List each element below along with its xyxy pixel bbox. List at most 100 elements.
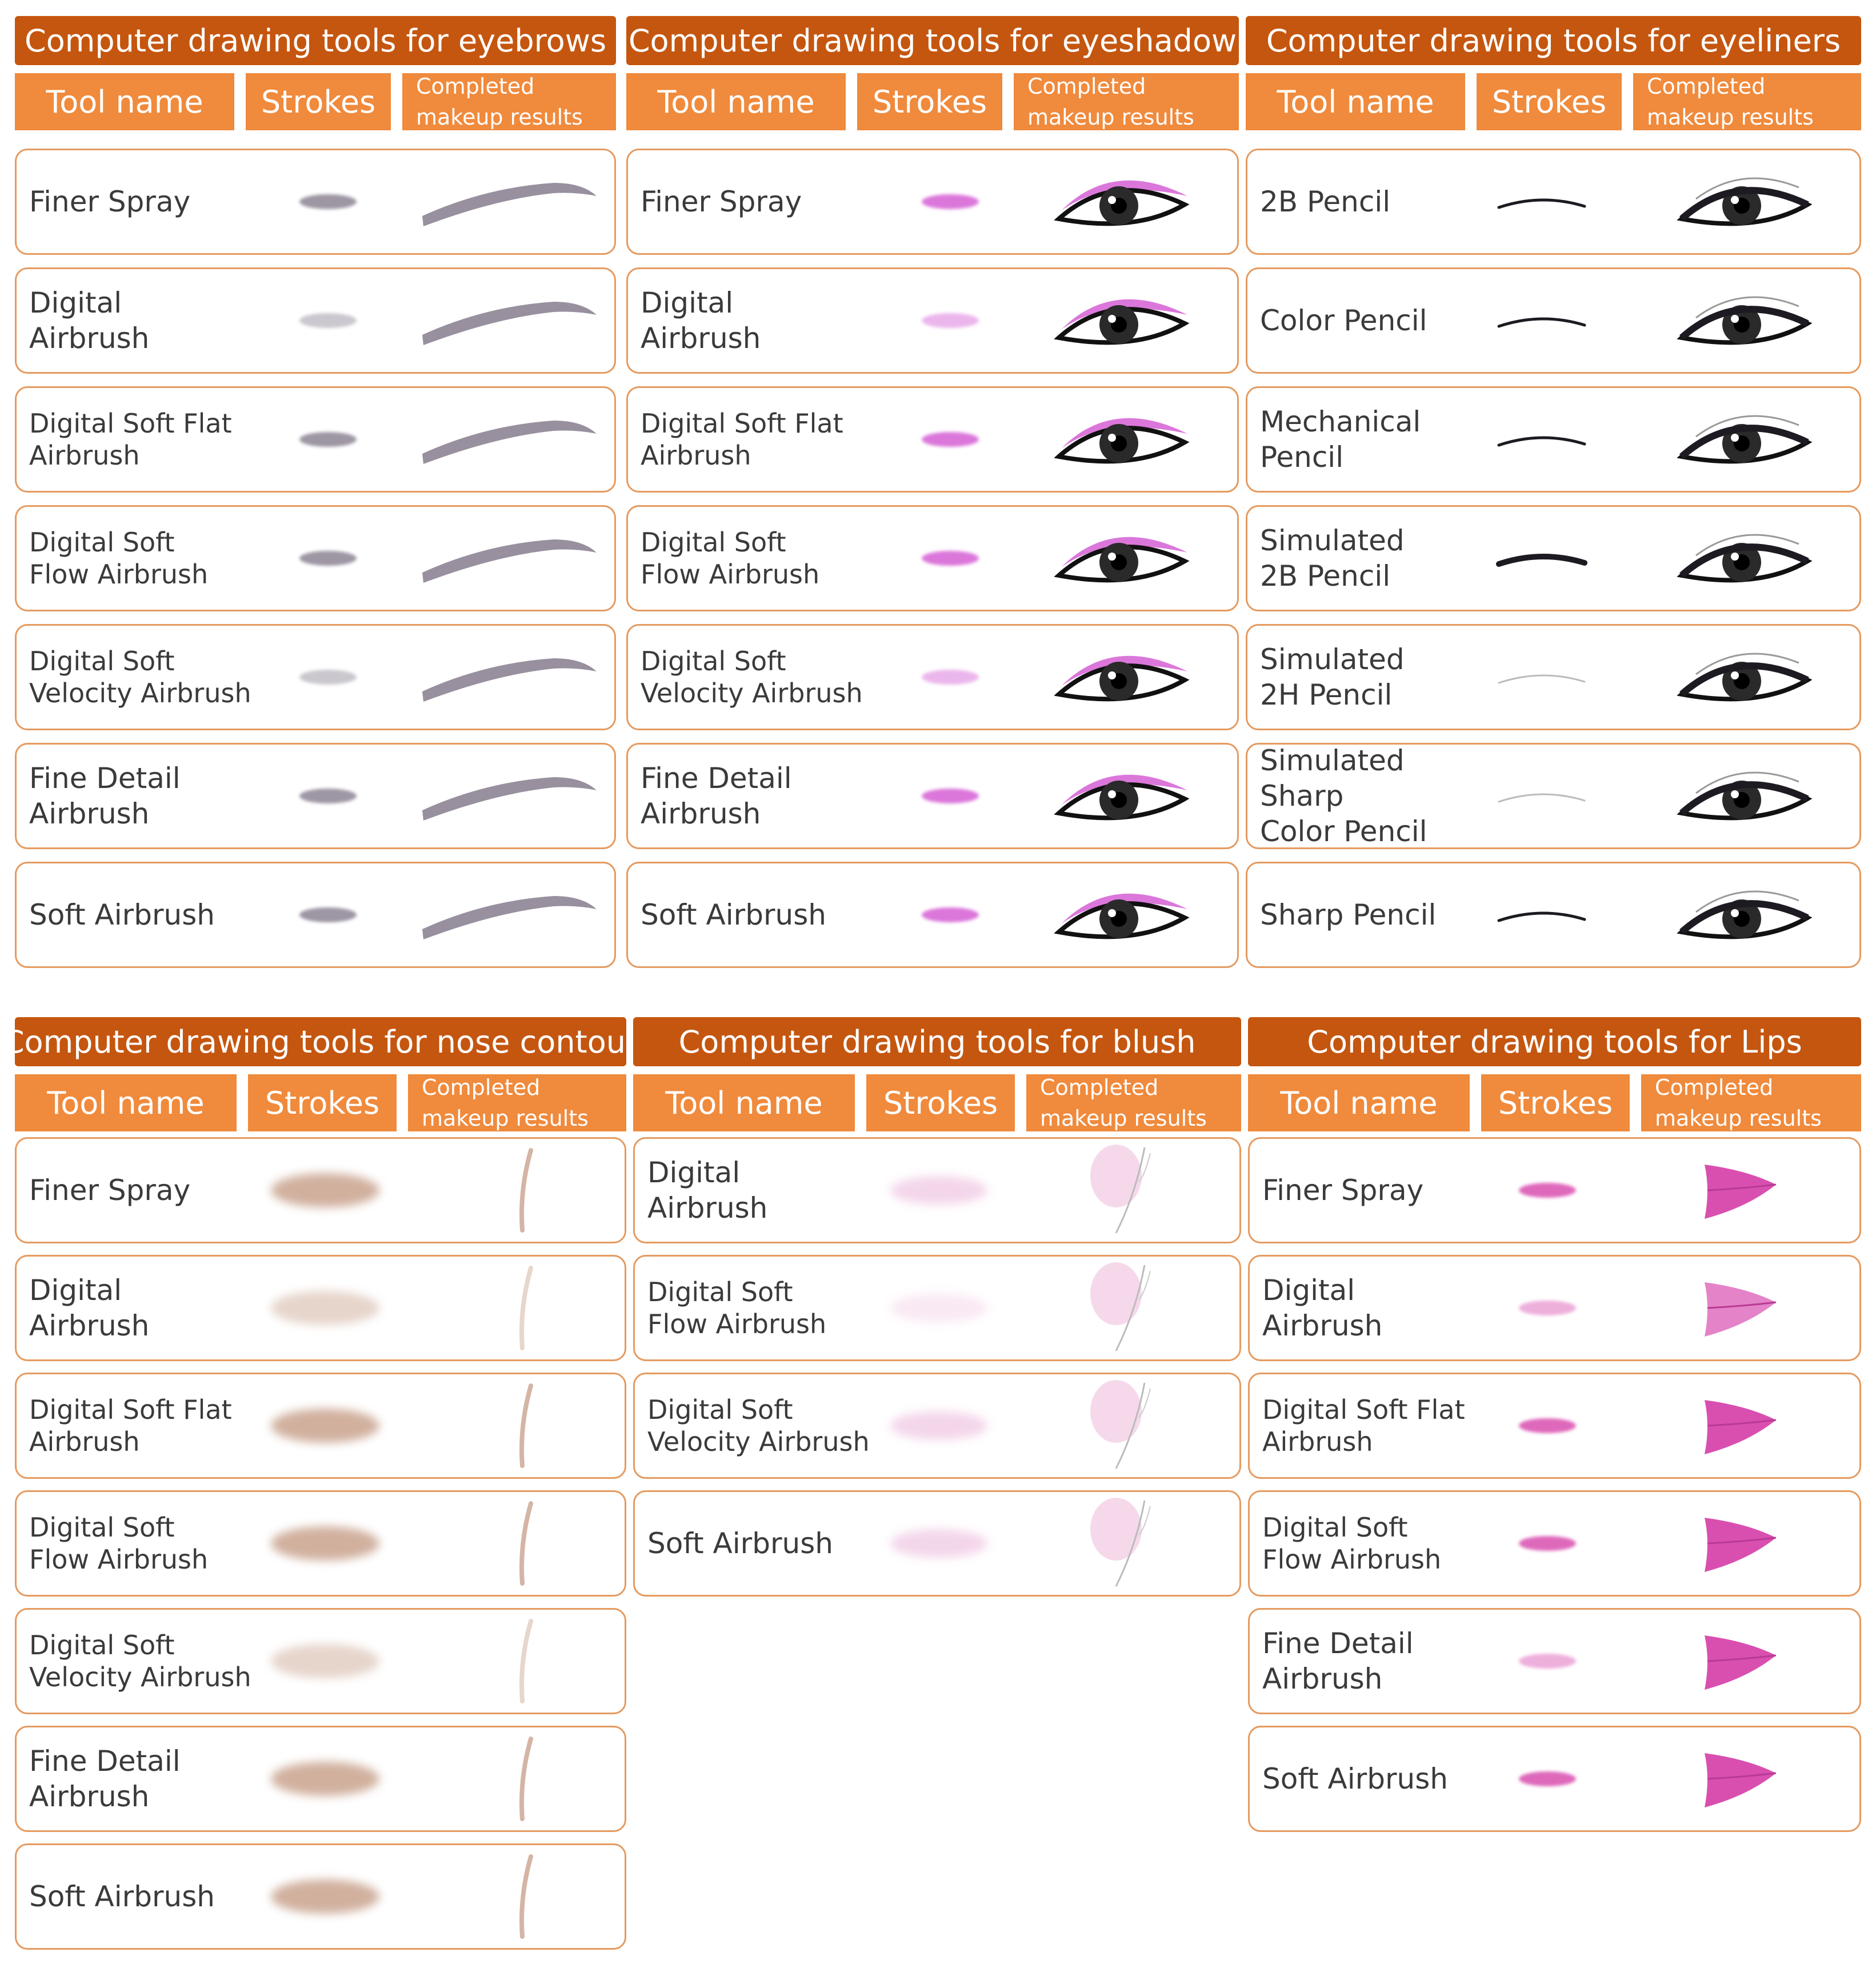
stroke-mark [922, 670, 979, 685]
stroke-mark [271, 1173, 379, 1207]
header-completed-results: Completed makeup results [1641, 1074, 1861, 1131]
tool-name: Soft Airbrush [29, 1880, 215, 1913]
stroke-sample [1493, 150, 1590, 253]
stroke-sample [1493, 388, 1590, 491]
tool-row: Finer Spray [15, 149, 616, 255]
stroke-sample [285, 745, 371, 847]
tool-name: 2B Pencil [1260, 185, 1391, 218]
header-completed-results: Completed makeup results [402, 73, 616, 130]
result-image [1030, 863, 1219, 966]
tool-row: Simulated 2B Pencil [1246, 505, 1861, 611]
tool-name: Color Pencil [1260, 304, 1427, 337]
header-tool-name: Tool name [15, 1074, 237, 1131]
nose-contour-result-icon [519, 1148, 533, 1233]
stroke-mark [1519, 1301, 1576, 1315]
blush-result-icon [1090, 1145, 1151, 1234]
eye-result-icon [1054, 774, 1190, 821]
tool-name: Digital Soft Flat Airbrush [641, 408, 843, 471]
stroke-sample [1493, 507, 1590, 610]
stroke-mark [890, 1529, 987, 1558]
result-image [468, 1492, 582, 1595]
tool-name: Digital Soft Flow Airbrush [647, 1277, 827, 1339]
header-completed-line1: Completed [1027, 74, 1146, 99]
eyebrow-result-icon [422, 183, 597, 226]
result-image [1676, 1257, 1802, 1359]
eye-result-icon [1054, 655, 1190, 702]
stroke-mark [1519, 1771, 1576, 1786]
header-tool-name: Tool name [1246, 73, 1465, 130]
stroke-sample [1499, 1257, 1596, 1359]
stroke-sample [1493, 863, 1590, 966]
result-image [1065, 1139, 1179, 1242]
tool-row: 2B Pencil [1246, 149, 1861, 255]
tool-name: Digital Soft Flow Airbrush [1262, 1512, 1442, 1575]
tool-name: Soft Airbrush [1262, 1762, 1448, 1795]
tool-row: Simulated 2H Pencil [1246, 624, 1861, 730]
stroke-mark [922, 432, 979, 447]
result-image [1653, 150, 1842, 253]
result-image [411, 863, 605, 966]
result-image [411, 150, 605, 253]
tool-row: Finer Spray [626, 149, 1239, 255]
tool-name: Digital Soft Flow Airbrush [641, 527, 820, 590]
stroke-sample [268, 1727, 382, 1830]
stroke-sample [905, 863, 996, 966]
eyebrow-result-icon [422, 302, 597, 345]
lip-result-icon [1705, 1282, 1777, 1337]
tool-row: Finer Spray [15, 1137, 626, 1243]
nose-contour-result-icon [519, 1737, 533, 1821]
stroke-mark [1519, 1654, 1576, 1669]
header-completed-line1: Completed [1655, 1075, 1774, 1100]
result-image [1676, 1610, 1802, 1713]
tool-name: Finer Spray [29, 185, 191, 218]
stroke-mark [271, 1762, 379, 1796]
panel-lips: Computer drawing tools for Lips Tool name… [1248, 1017, 1861, 1843]
stroke-mark [271, 1409, 379, 1443]
tool-row: Color Pencil [1246, 267, 1861, 374]
stroke-mark [1519, 1183, 1576, 1198]
liner-stroke-mark [1496, 553, 1587, 567]
header-completed-line1: Completed [422, 1075, 541, 1100]
header-completed-line2: makeup results [422, 1106, 589, 1131]
blush-result-icon [1090, 1498, 1151, 1587]
stroke-mark [299, 907, 357, 922]
eye-result-icon [1054, 299, 1190, 345]
stroke-sample [285, 388, 371, 491]
stroke-sample [905, 745, 996, 847]
tool-name: Digital Soft Flat Airbrush [29, 408, 232, 471]
header-completed-line2: makeup results [1027, 105, 1194, 130]
lip-result-icon [1705, 1400, 1777, 1454]
panel-title: Computer drawing tools for Lips [1248, 1017, 1861, 1066]
panel-title: Computer drawing tools for eyebrows [15, 16, 616, 65]
stroke-mark [299, 789, 357, 803]
stroke-sample [882, 1257, 996, 1359]
result-image [468, 1845, 582, 1948]
tool-name: Digital Airbrush [641, 286, 761, 355]
tool-name: Digital Soft Velocity Airbrush [29, 1630, 251, 1693]
header-completed-line1: Completed [1647, 74, 1766, 99]
result-image [1065, 1374, 1179, 1477]
liner-stroke-mark [1497, 198, 1586, 209]
tool-row: Fine Detail Airbrush [15, 1726, 626, 1832]
tool-name: Digital Airbrush [1262, 1274, 1383, 1342]
result-image [411, 269, 605, 372]
tool-row: Soft Airbrush [626, 862, 1239, 968]
stroke-mark [299, 194, 357, 209]
tool-row: Digital Soft Velocity Airbrush [626, 624, 1239, 730]
eyebrow-result-icon [422, 539, 597, 583]
tool-name: Digital Airbrush [647, 1156, 768, 1225]
tool-row: Finer Spray [1248, 1137, 1861, 1243]
eye-result-icon [1054, 180, 1190, 226]
stroke-sample [268, 1139, 382, 1242]
eye-result-icon [1677, 296, 1813, 345]
tool-row: Digital Airbrush [15, 267, 616, 374]
eye-result-icon [1677, 771, 1813, 821]
header-completed-results: Completed makeup results [1633, 73, 1861, 130]
tool-name: Soft Airbrush [647, 1527, 833, 1560]
tool-row: Fine Detail Airbrush [626, 743, 1239, 849]
tool-row: Digital Soft Flow Airbrush [15, 1490, 626, 1597]
result-image [1653, 507, 1842, 610]
eye-result-icon [1054, 537, 1190, 583]
stroke-sample [1499, 1139, 1596, 1242]
stroke-mark [1519, 1418, 1576, 1433]
